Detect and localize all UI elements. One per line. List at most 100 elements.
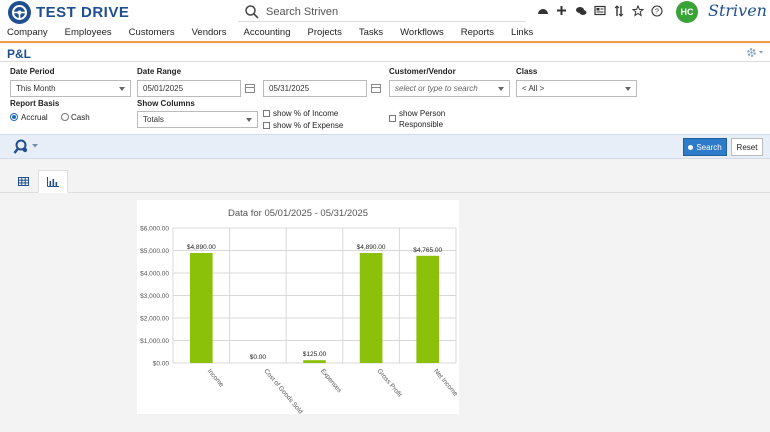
chart-svg: $0.00 $1,000.00 $2,000.00 $3,000.00 $4,000.0… (140, 226, 459, 415)
date-from-input[interactable]: 05/01/2025 (137, 80, 241, 97)
person-responsible-label-2: Responsible (399, 120, 444, 129)
x-tick-label: Expenses (319, 368, 343, 395)
pct-expense-label: show % of Expense (273, 121, 344, 130)
class-select[interactable]: < All > (516, 80, 637, 97)
nav-item-vendors[interactable]: Vendors (191, 27, 227, 38)
data-label: $4,890.00 (187, 244, 216, 251)
pl-chart: Data for 05/01/2025 - 05/31/2025 $0.00 $1… (137, 200, 459, 414)
x-tick-label: Net Income (432, 368, 459, 398)
person-responsible-label-1: show Person (399, 109, 446, 118)
y-tick-label: $0.00 (153, 361, 170, 368)
date-to-value: 05/31/2025 (269, 84, 310, 93)
chevron-down-icon (625, 87, 631, 91)
nav-item-customers[interactable]: Customers (128, 27, 175, 38)
bar-net-income (416, 255, 440, 363)
action-bar: Search Reset (0, 134, 770, 159)
show-columns-select[interactable]: Totals (137, 111, 258, 128)
cash-label: Cash (71, 113, 90, 122)
data-label: $4,765.00 (413, 247, 442, 254)
search-icon[interactable] (244, 4, 260, 20)
tab-chart-view[interactable] (38, 170, 68, 193)
report-filters: Date Period This Month Date Range 05/01/… (0, 62, 770, 134)
x-tick-label: Cost of Goods Sold (262, 368, 304, 414)
avatar[interactable]: HC (676, 1, 698, 23)
data-label: $125.00 (303, 351, 327, 358)
class-value: < All > (522, 84, 545, 93)
customer-vendor-select[interactable]: select or type to search (389, 80, 510, 97)
header-icons: ? (536, 4, 663, 17)
nav-item-tasks[interactable]: Tasks (358, 27, 384, 38)
x-tick-label: Gross Profit (376, 368, 404, 399)
sort-icon[interactable] (612, 4, 625, 17)
date-to-input[interactable]: 05/31/2025 (263, 80, 367, 97)
date-period-value: This Month (16, 84, 56, 93)
help-icon[interactable]: ? (650, 4, 663, 17)
y-tick-label: $6,000.00 (140, 226, 169, 233)
y-tick-label: $2,000.00 (140, 316, 169, 323)
nav-item-accounting[interactable]: Accounting (243, 27, 291, 38)
search-button-label: Search (696, 142, 722, 152)
chart-title: Data for 05/01/2025 - 05/31/2025 (228, 208, 368, 219)
nav-item-reports[interactable]: Reports (460, 27, 495, 38)
pct-income-checkbox[interactable] (263, 110, 270, 117)
calendar-icon[interactable] (245, 84, 255, 93)
show-columns-value: Totals (143, 115, 164, 124)
advanced-search-icon[interactable] (13, 139, 41, 157)
gear-icon[interactable] (746, 47, 764, 61)
page-title: P&L (7, 47, 31, 61)
plus-icon[interactable] (555, 4, 568, 17)
customer-vendor-label: Customer/Vendor (389, 67, 456, 76)
reset-button[interactable]: Reset (731, 138, 763, 156)
cash-radio[interactable] (61, 113, 69, 121)
logo-text: TEST DRIVE (36, 4, 130, 21)
date-period-label: Date Period (10, 67, 55, 76)
bar-expenses (303, 360, 326, 363)
global-search (238, 2, 526, 22)
chevron-down-icon (119, 87, 125, 91)
nav-item-workflows[interactable]: Workflows (400, 27, 444, 38)
accrual-radio[interactable] (10, 113, 18, 121)
page-title-bar: P&L (0, 44, 770, 62)
bar-income (189, 252, 213, 363)
nav-item-links[interactable]: Links (511, 27, 534, 38)
chevron-down-icon (246, 118, 252, 122)
date-range-label: Date Range (137, 67, 182, 76)
nav-item-projects[interactable]: Projects (307, 27, 342, 38)
date-period-select[interactable]: This Month (10, 80, 131, 97)
tab-table-view[interactable] (8, 170, 38, 193)
main-nav: Company Employees Customers Vendors Acco… (0, 25, 770, 43)
table-icon (17, 177, 29, 186)
bar-gross-profit (359, 252, 383, 363)
brand-logo: Striven (708, 1, 767, 20)
accrual-label: Accrual (21, 113, 48, 122)
dashboard-icon[interactable] (536, 4, 549, 17)
search-dot-icon (688, 144, 694, 150)
data-label: $0.00 (250, 354, 267, 361)
pct-expense-checkbox[interactable] (263, 122, 270, 129)
view-tabs (0, 168, 770, 193)
chat-icon[interactable] (574, 4, 587, 17)
show-columns-label: Show Columns (137, 99, 195, 108)
chevron-down-icon (498, 87, 504, 91)
data-label: $4,890.00 (357, 244, 386, 251)
bar-chart-icon (47, 176, 59, 187)
person-responsible-checkbox[interactable] (389, 115, 396, 122)
search-input[interactable] (266, 5, 506, 18)
x-tick-label: Income (206, 368, 225, 389)
top-bar: TEST DRIVE ? HC Striven (0, 0, 770, 25)
nav-item-employees[interactable]: Employees (64, 27, 112, 38)
calendar-icon[interactable] (371, 84, 381, 93)
search-button[interactable]: Search (683, 138, 727, 156)
y-tick-label: $1,000.00 (140, 338, 169, 345)
class-label: Class (516, 67, 538, 76)
star-icon[interactable] (631, 4, 644, 17)
pct-income-label: show % of Income (273, 109, 339, 118)
report-basis-label: Report Basis (10, 99, 60, 108)
app-logo[interactable]: TEST DRIVE (8, 1, 129, 24)
news-icon[interactable] (593, 4, 606, 17)
date-from-value: 05/01/2025 (143, 84, 184, 93)
svg-text:?: ? (655, 8, 659, 15)
customer-vendor-placeholder: select or type to search (395, 84, 478, 93)
steering-wheel-icon (8, 1, 31, 24)
nav-item-company[interactable]: Company (7, 27, 48, 38)
